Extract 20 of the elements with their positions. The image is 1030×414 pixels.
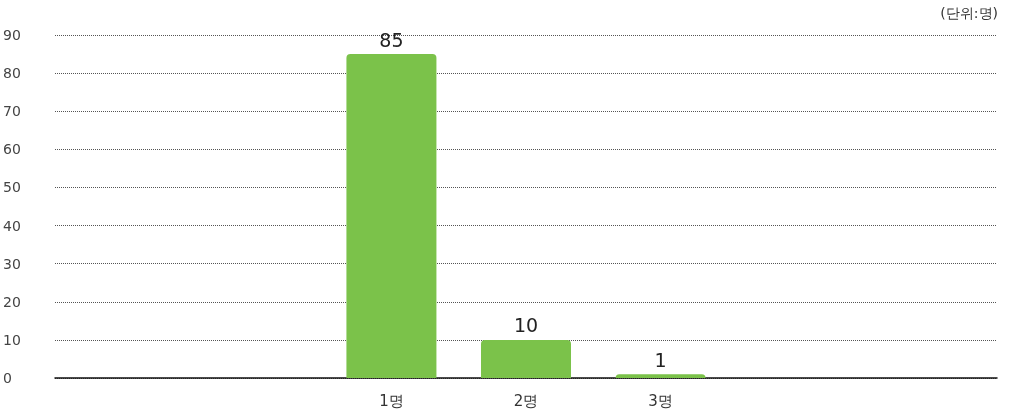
x-tick-label: 1명 [379,391,404,410]
x-tick-label: 3명 [648,391,673,410]
y-tick-label: 40 [3,217,21,234]
y-tick-label: 80 [3,65,21,82]
y-tick-label: 60 [3,141,21,158]
data-label: 10 [513,314,539,337]
y-tick-label: 30 [3,255,21,272]
bar [615,374,706,378]
y-tick-label: 70 [3,103,21,120]
y-tick-label: 50 [3,179,21,196]
y-tick-label: 20 [3,293,21,310]
y-tick-label: 90 [3,27,21,43]
data-label: 85 [379,28,404,51]
text: (단위:명) [940,5,998,21]
x-tick-label: 2명 [513,391,539,410]
y-tick-label: 10 [3,331,21,348]
data-label: 1 [654,348,667,371]
y-tick-label: 0 [3,370,12,386]
bar [481,339,571,378]
bar [346,54,437,378]
